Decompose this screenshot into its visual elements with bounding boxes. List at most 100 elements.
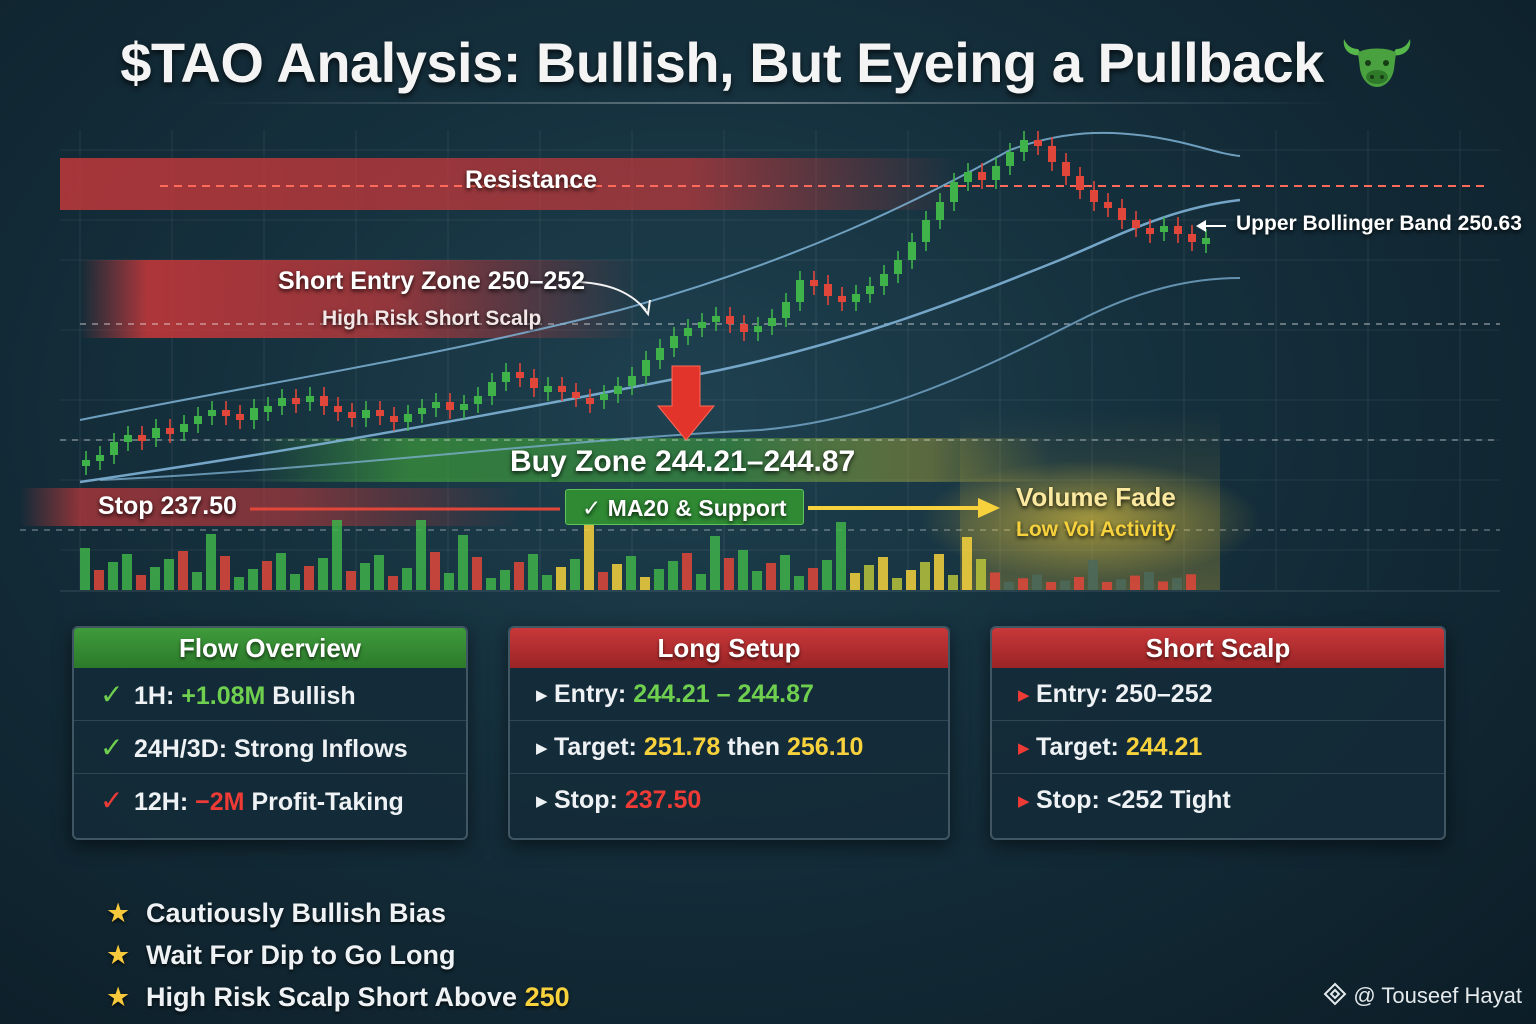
volume-bar <box>724 558 734 590</box>
candle-body <box>684 328 692 336</box>
chart-arrows <box>579 220 1226 518</box>
short-target-row: ▶ Target: 244.21 <box>992 721 1444 774</box>
volume-bar <box>304 566 314 590</box>
volume-bar <box>192 572 202 590</box>
candle-body <box>1188 234 1196 242</box>
candle-body <box>432 402 440 408</box>
candle-body <box>334 406 342 412</box>
star-icon: ★ <box>106 898 131 928</box>
volume-bar <box>612 564 622 590</box>
candle-body <box>936 202 944 220</box>
volume-bar <box>794 576 804 590</box>
volume-bar <box>542 575 552 590</box>
volume-bar <box>444 573 454 590</box>
triangle-right-icon: ▶ <box>1018 740 1030 757</box>
candle-body <box>740 324 748 332</box>
volume-bar <box>780 555 790 590</box>
candle-body <box>1146 228 1154 234</box>
candle-body <box>824 284 832 296</box>
upper-band-pointer-head <box>1196 220 1206 232</box>
check-icon: ✓ <box>100 785 124 816</box>
volume-bar <box>906 570 916 590</box>
candle-body <box>796 280 804 302</box>
bias-item: ★ Wait For Dip to Go Long <box>106 940 456 970</box>
volume-bar <box>556 567 566 590</box>
volume-bar <box>654 569 664 590</box>
upper-band-label: Upper Bollinger Band 250.63 <box>1236 212 1522 235</box>
star-icon: ★ <box>106 940 131 970</box>
triangle-right-icon: ▶ <box>1018 793 1030 810</box>
candle-body <box>292 398 300 404</box>
candle-body <box>1076 176 1084 190</box>
flow-overview-panel: Flow Overview ✓ 1H: +1.08M Bullish ✓ 24H/3… <box>72 626 468 840</box>
candle-body <box>1202 238 1210 244</box>
candle-body <box>712 316 720 322</box>
volume-bar <box>668 561 678 590</box>
volume-bar <box>94 570 104 590</box>
volume-bar <box>1144 572 1154 590</box>
page-title-text: $TAO Analysis: Bullish, But Eyeing a Pul… <box>120 31 1324 94</box>
volume-bar <box>1102 582 1112 590</box>
volume-bar <box>850 573 860 590</box>
long-setup-panel: Long Setup ▶ Entry: 244.21 – 244.87 ▶ Targ… <box>508 626 950 840</box>
resistance-zone <box>60 158 960 210</box>
volume-bar <box>486 578 496 590</box>
candle-body <box>950 182 958 202</box>
volume-bar <box>108 562 118 590</box>
volume-bar <box>472 557 482 590</box>
candle-body <box>278 398 286 406</box>
volume-bar <box>416 520 426 590</box>
candle-body <box>1020 140 1028 152</box>
candle-body <box>768 318 776 326</box>
candle-body <box>152 428 160 438</box>
candle-body <box>460 404 468 410</box>
flow-overview-title: Flow Overview <box>74 628 466 668</box>
volume-bar <box>430 552 440 590</box>
candle-body <box>558 386 566 392</box>
volume-bar <box>1158 581 1168 590</box>
bias-item: ★ Cautiously Bullish Bias <box>106 898 447 928</box>
candle-body <box>726 316 734 324</box>
volume-bar <box>150 567 160 590</box>
triangle-right-icon: ▶ <box>536 740 548 757</box>
candle-body <box>516 372 524 378</box>
diamond-logo-icon <box>1323 982 1347 1012</box>
flow-row-1h: ✓ 1H: +1.08M Bullish <box>74 668 466 721</box>
candle-body <box>600 394 608 400</box>
flow-1h-value: +1.08M <box>181 682 266 710</box>
volume-bar <box>248 569 258 590</box>
volume-bar <box>584 521 594 590</box>
volume-bar <box>318 558 328 590</box>
volume-bar <box>528 554 538 590</box>
candle-body <box>1174 226 1182 234</box>
candle-body <box>474 396 482 404</box>
candle-body <box>264 406 272 412</box>
triangle-right-icon: ▶ <box>536 687 548 704</box>
resistance-label: Resistance <box>465 166 598 194</box>
volume-bar <box>1032 574 1042 590</box>
volume-bar <box>920 562 930 590</box>
volume-bar <box>976 559 986 590</box>
short-stop-row: ▶ Stop: <252 Tight <box>992 774 1444 827</box>
volume-bar <box>220 556 230 590</box>
volume-bar <box>948 575 958 590</box>
volume-bar <box>962 537 972 590</box>
candle-body <box>236 414 244 420</box>
volume-bar <box>374 555 384 590</box>
long-entry-row: ▶ Entry: 244.21 – 244.87 <box>510 668 948 721</box>
title-divider <box>190 102 1340 104</box>
volume-fade-arrowhead <box>978 498 1000 518</box>
candle-body <box>446 402 454 410</box>
bollinger-bands <box>79 131 1241 484</box>
candle-body <box>250 408 258 420</box>
candle-body <box>866 286 874 294</box>
author-credit: @ Touseef Hayat <box>1323 982 1522 1012</box>
volume-bar <box>1018 578 1028 590</box>
volume-bar <box>682 553 692 590</box>
long-target-row: ▶ Target: 251.78 then 256.10 <box>510 721 948 774</box>
short-entry-pointer-head <box>639 299 651 317</box>
bull-icon <box>1338 31 1416 104</box>
candle-body <box>82 460 90 466</box>
volume-bar <box>892 578 902 590</box>
candle-body <box>810 280 818 286</box>
